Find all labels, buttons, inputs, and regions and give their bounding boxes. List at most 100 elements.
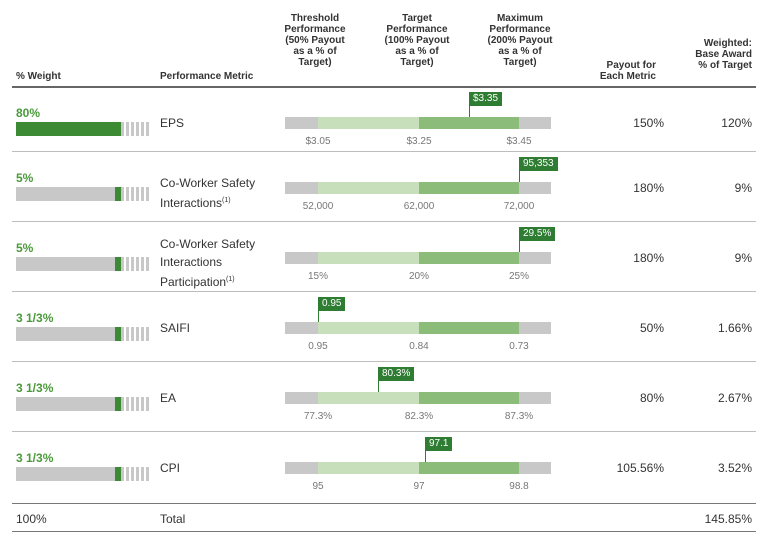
segment-above-maximum	[519, 392, 551, 404]
weight-bar-stripes	[121, 327, 149, 341]
tick-target: 20%	[408, 271, 429, 282]
segment-threshold-target	[318, 392, 419, 404]
tick-threshold: 77.3%	[303, 411, 333, 422]
weight-bar	[16, 122, 149, 136]
row-payout: 50%	[639, 321, 664, 335]
tick-target: 82.3%	[404, 411, 434, 422]
metric-line-text: CPI	[160, 461, 181, 475]
row-separator	[12, 221, 756, 222]
row-payout: 80%	[639, 391, 664, 405]
segment-below-threshold	[285, 462, 318, 474]
performance-bar	[285, 252, 551, 264]
weight-bar	[16, 467, 149, 481]
actual-value-badge: 80.3%	[378, 367, 415, 381]
segment-threshold-target	[318, 117, 419, 129]
row-weight: 5%	[16, 171, 34, 185]
weight-bar-fill	[115, 397, 121, 411]
weight-bar-fill	[115, 467, 121, 481]
bottom-rule	[12, 531, 756, 532]
actual-marker-line	[318, 310, 319, 322]
segment-threshold-target	[318, 252, 419, 264]
metric-line-text: Interactions	[160, 196, 223, 210]
metric-line: EPS	[160, 114, 184, 132]
tick-threshold: 15%	[307, 271, 328, 282]
segment-target-maximum	[419, 117, 519, 129]
performance-bar	[285, 392, 551, 404]
row-metric: Co-Worker Safety Interactions Participatio…	[160, 235, 255, 291]
weight-bar	[16, 327, 149, 341]
total-rule	[12, 503, 756, 504]
segment-below-threshold	[285, 252, 318, 264]
row-payout: 150%	[633, 116, 664, 130]
header-target-line: as a % of	[395, 46, 439, 57]
row-metric: EA	[160, 389, 176, 407]
metric-line: Interactions	[160, 253, 255, 271]
weight-bar-fill	[115, 327, 121, 341]
actual-marker-line	[378, 380, 379, 392]
header-target-line: Target)	[400, 57, 434, 68]
tick-threshold: 52,000	[302, 201, 334, 212]
row-weight: 80%	[16, 106, 41, 120]
actual-value-badge: 97.1	[425, 437, 453, 451]
segment-below-threshold	[285, 322, 318, 334]
metric-line-text: EA	[160, 391, 177, 405]
row-payout: 180%	[633, 251, 664, 265]
tick-threshold: 95	[312, 481, 324, 492]
weight-bar-stripes	[121, 187, 149, 201]
header-weighted-line: % of Target	[698, 60, 752, 71]
tick-target: 97	[413, 481, 425, 492]
header-threshold-line: as a % of	[293, 46, 337, 57]
weight-bar	[16, 397, 149, 411]
segment-above-maximum	[519, 252, 551, 264]
weight-bar-stripes	[121, 122, 149, 136]
header-payout-line: Each Metric	[599, 71, 656, 82]
actual-marker-line	[425, 450, 426, 462]
total-weight: 100%	[16, 512, 47, 526]
metric-line: CPI	[160, 459, 180, 477]
weight-bar-stripes	[121, 257, 149, 271]
metric-line: SAIFI	[160, 319, 190, 337]
row-payout: 180%	[633, 181, 664, 195]
header-weighted-line: Weighted:	[703, 38, 752, 49]
header-maximum-line: Performance	[489, 24, 551, 35]
tick-maximum: 87.3%	[504, 411, 534, 422]
segment-above-maximum	[519, 117, 551, 129]
header-rule	[12, 86, 756, 88]
weight-bar-stripes	[121, 397, 149, 411]
row-weighted: 120%	[721, 116, 752, 130]
actual-marker-line	[469, 105, 470, 117]
header-threshold-line: Performance	[284, 24, 346, 35]
row-separator	[12, 361, 756, 362]
total-label: Total	[160, 512, 186, 526]
metric-line: Co-Worker Safety	[160, 235, 255, 253]
performance-bar	[285, 182, 551, 194]
segment-below-threshold	[285, 182, 318, 194]
row-separator	[12, 151, 756, 152]
segment-above-maximum	[519, 462, 551, 474]
row-weighted: 9%	[734, 181, 752, 195]
segment-target-maximum	[419, 322, 519, 334]
header-maximum-line: (200% Payout	[487, 35, 553, 46]
weight-bar-stripes	[121, 467, 149, 481]
tick-target: 0.84	[409, 341, 429, 352]
row-weighted: 9%	[734, 251, 752, 265]
header-weighted: Weighted: Base Award % of Target	[672, 38, 752, 71]
metric-line-text: Participation	[160, 275, 227, 289]
header-threshold: Threshold Performance (50% Payout as a %…	[280, 13, 350, 68]
row-weight: 5%	[16, 241, 34, 255]
row-metric: CPI	[160, 459, 180, 477]
tick-maximum: 98.8	[509, 481, 529, 492]
metric-line-text: Co-Worker Safety	[160, 237, 256, 251]
actual-value-badge: $3.35	[469, 92, 503, 106]
segment-target-maximum	[419, 462, 519, 474]
segment-above-maximum	[519, 182, 551, 194]
row-separator	[12, 291, 756, 292]
segment-below-threshold	[285, 117, 318, 129]
header-weighted-line: Base Award	[695, 49, 752, 60]
tick-maximum: $3.45	[506, 136, 532, 147]
total-weighted: 145.85%	[704, 512, 752, 526]
weight-bar	[16, 187, 149, 201]
metric-line-text: Interactions	[160, 255, 223, 269]
tick-threshold: $3.05	[305, 136, 331, 147]
footnote-marker: (1)	[226, 276, 235, 283]
